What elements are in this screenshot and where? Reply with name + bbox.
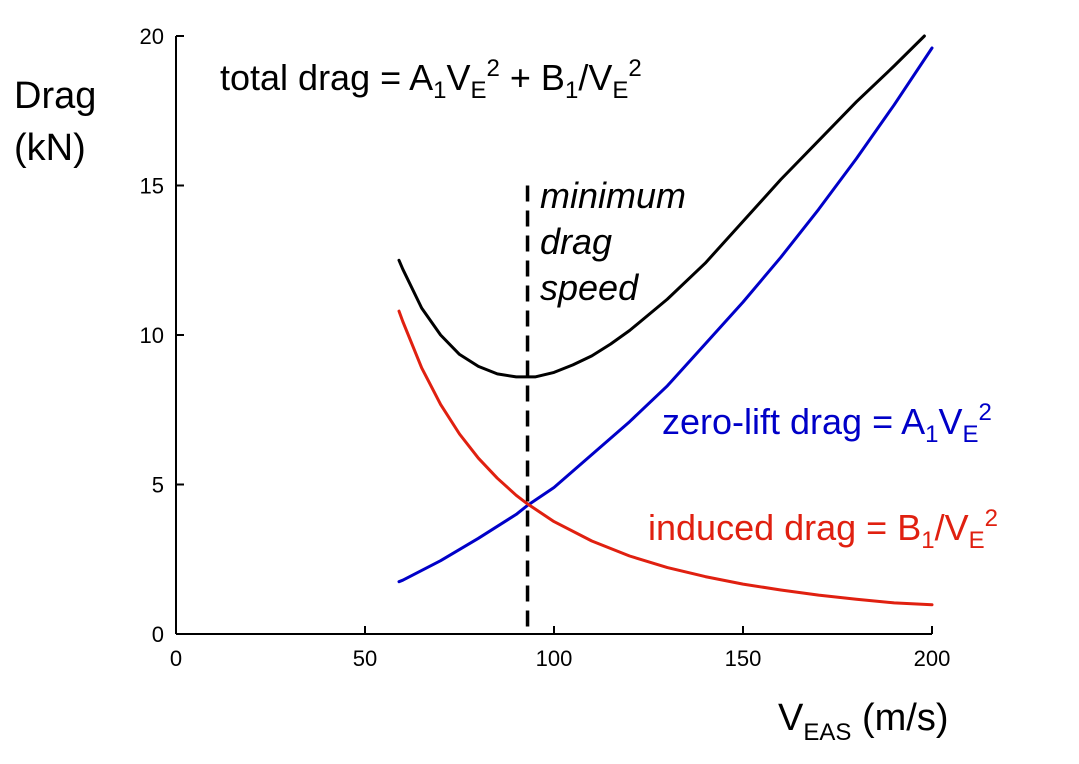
x-ticks: 0 50 100 150 200 [170, 626, 950, 671]
y-tick-label: 10 [140, 323, 164, 348]
y-tick-label: 15 [140, 174, 164, 199]
x-tick-label: 0 [170, 646, 182, 671]
x-axis-label: VEAS (m/s) [778, 697, 948, 746]
y-axis-label-line1: Drag [14, 75, 96, 117]
y-tick-label: 20 [140, 24, 164, 49]
x-tick-label: 150 [725, 646, 762, 671]
induced-drag-annotation: induced drag = B1/VE2 [648, 505, 998, 554]
y-ticks: 0 5 10 15 20 [140, 24, 184, 647]
zero-lift-drag-line [397, 46, 934, 584]
min-speed-label-line3: speed [540, 267, 639, 308]
y-axis-label-line2: (kN) [14, 127, 86, 169]
x-tick-label: 200 [914, 646, 951, 671]
y-tick-label: 5 [152, 473, 164, 498]
x-tick-label: 100 [536, 646, 573, 671]
x-tick-label: 50 [353, 646, 377, 671]
total-drag-line [397, 34, 926, 379]
series-group [397, 34, 934, 607]
min-speed-label-line1: minimum [540, 175, 686, 216]
y-tick-label: 0 [152, 622, 164, 647]
total-drag-annotation: total drag = A1VE2 + B1/VE2 [220, 55, 642, 104]
zero-lift-drag-annotation: zero-lift drag = A1VE2 [662, 399, 992, 448]
min-speed-label-line2: drag [540, 221, 612, 262]
induced-drag-line [397, 309, 934, 607]
